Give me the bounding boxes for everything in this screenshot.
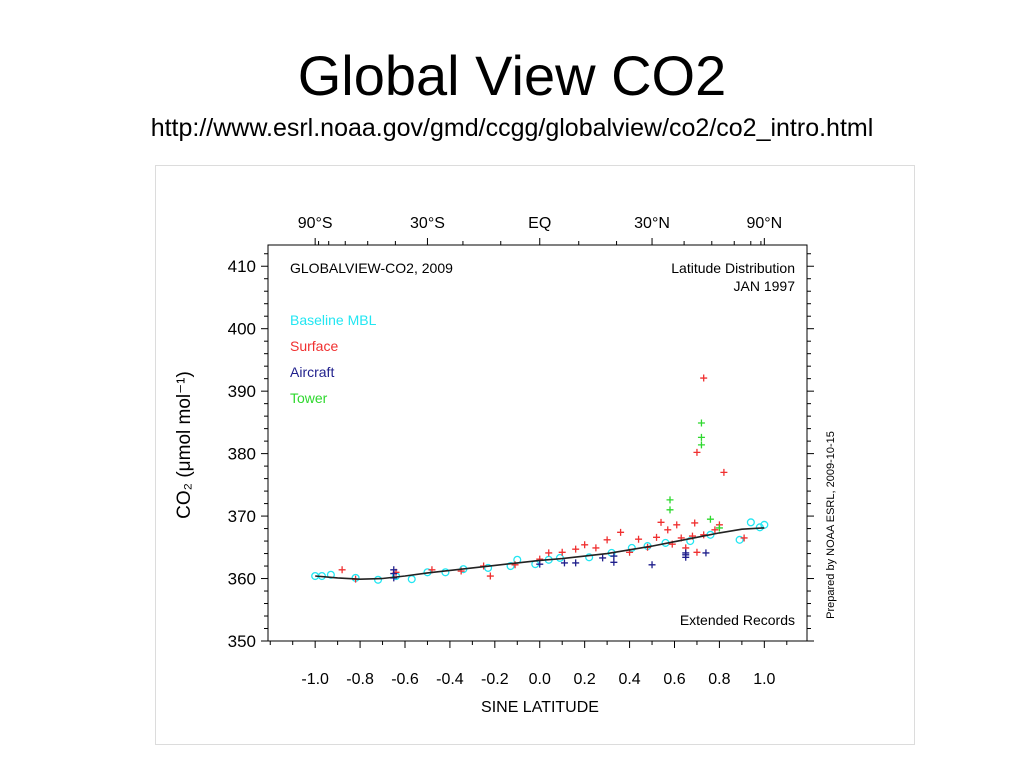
slide-subtitle-url: http://www.esrl.noaa.gov/gmd/ccgg/global… (150, 114, 874, 142)
baseline-mbl-point (735, 535, 744, 544)
tower-point (706, 515, 714, 523)
x-tick-label: -0.6 (391, 671, 419, 688)
aircraft-point (610, 552, 618, 560)
chart-period: JAN 1997 (734, 278, 796, 294)
aircraft-point (599, 554, 607, 562)
chart-subtitle: Latitude Distribution (671, 260, 795, 276)
tower-point (715, 524, 723, 532)
x-tick-label: -0.2 (481, 671, 509, 688)
tower-point (666, 496, 674, 504)
x-tick-label: -0.8 (346, 671, 374, 688)
surface-point (558, 548, 566, 556)
aircraft-point (560, 559, 568, 567)
legend-item-aircraft: Aircraft (290, 364, 334, 380)
y-tick-label: 390 (228, 382, 256, 401)
y-tick-label: 360 (228, 570, 256, 589)
surface-point (545, 549, 553, 557)
x-tick-label: 0.8 (708, 671, 730, 688)
surface-point (581, 541, 589, 549)
baseline-mbl-point (441, 568, 450, 577)
surface-point (635, 535, 643, 543)
baseline-mbl-point (326, 570, 335, 579)
x-tick-label: -1.0 (301, 671, 329, 688)
latitude-tick-label: 30°S (410, 215, 445, 232)
tower-point (697, 441, 705, 449)
plot-frame (267, 244, 808, 642)
surface-point (653, 533, 661, 541)
surface-point (720, 468, 728, 476)
surface-point (592, 544, 600, 552)
baseline-mbl-point (760, 520, 769, 529)
surface-point (711, 526, 719, 534)
x-tick-label: -0.4 (436, 671, 464, 688)
baseline-mbl-point (373, 575, 383, 584)
surface-point (693, 548, 701, 556)
surface-point (338, 566, 346, 574)
surface-point (486, 572, 494, 580)
baseline-mbl-point (746, 518, 755, 527)
slide-title: Global View CO2 (297, 44, 727, 107)
latitude-tick-label: 90°N (746, 215, 782, 232)
surface-point (691, 519, 699, 527)
surface-point (617, 528, 625, 536)
legend-item-baseline-mbl: Baseline MBL (290, 312, 377, 328)
co2-latitude-chart: GLOBALVIEW-CO2, 2009 Latitude Distributi… (155, 165, 915, 745)
tower-point (697, 419, 705, 427)
legend-item-surface: Surface (290, 338, 338, 354)
surface-point (700, 374, 708, 382)
y-tick-label: 370 (228, 507, 256, 526)
aircraft-point (702, 549, 710, 557)
aircraft-point (536, 560, 544, 568)
x-tick-label: 0.4 (618, 671, 640, 688)
x-tick-label: 0.6 (663, 671, 685, 688)
x-tick-label: 1.0 (753, 671, 775, 688)
surface-point (693, 448, 701, 456)
y-tick-label: 380 (228, 445, 256, 464)
baseline-mbl-point (627, 543, 636, 552)
extended-records-note: Extended Records (680, 612, 795, 628)
baseline-mbl-point (686, 537, 695, 546)
surface-point (657, 518, 665, 526)
latitude-tick-label: 30°N (634, 215, 670, 232)
aircraft-point (610, 558, 618, 566)
surface-point (603, 536, 611, 544)
y-axis-label: CO₂ (μmol mol⁻¹) (174, 371, 195, 519)
latitude-curve-line (315, 527, 765, 581)
surface-point (740, 534, 748, 542)
tower-point (666, 506, 674, 514)
latitude-tick-label: 90°S (298, 215, 333, 232)
credit-note: Prepared by NOAA ESRL, 2009-10-15 (825, 431, 837, 619)
surface-point (572, 545, 580, 553)
y-tick-label: 400 (228, 320, 256, 339)
y-tick-label: 350 (228, 632, 256, 651)
surface-point (664, 526, 672, 534)
chart-image-border (155, 165, 915, 745)
chart-title: GLOBALVIEW-CO2, 2009 (290, 260, 453, 276)
x-tick-label: 0.0 (529, 671, 551, 688)
aircraft-point (648, 561, 656, 569)
aircraft-point (572, 559, 580, 567)
baseline-mbl-point (585, 553, 594, 562)
latitude-tick-label: EQ (528, 215, 551, 232)
aircraft-point (390, 570, 398, 578)
x-axis-label: SINE LATITUDE (481, 699, 599, 716)
tower-point (697, 433, 705, 441)
surface-point (673, 521, 681, 529)
baseline-mbl-point (506, 561, 515, 571)
legend-item-tower: Tower (290, 390, 328, 406)
y-tick-label: 410 (228, 257, 256, 276)
aircraft-point (682, 551, 690, 559)
baseline-mbl-point (484, 563, 493, 572)
x-tick-label: 0.2 (574, 671, 596, 688)
chart-panel: GLOBALVIEW-CO2, 2009 Latitude Distributi… (155, 165, 915, 745)
